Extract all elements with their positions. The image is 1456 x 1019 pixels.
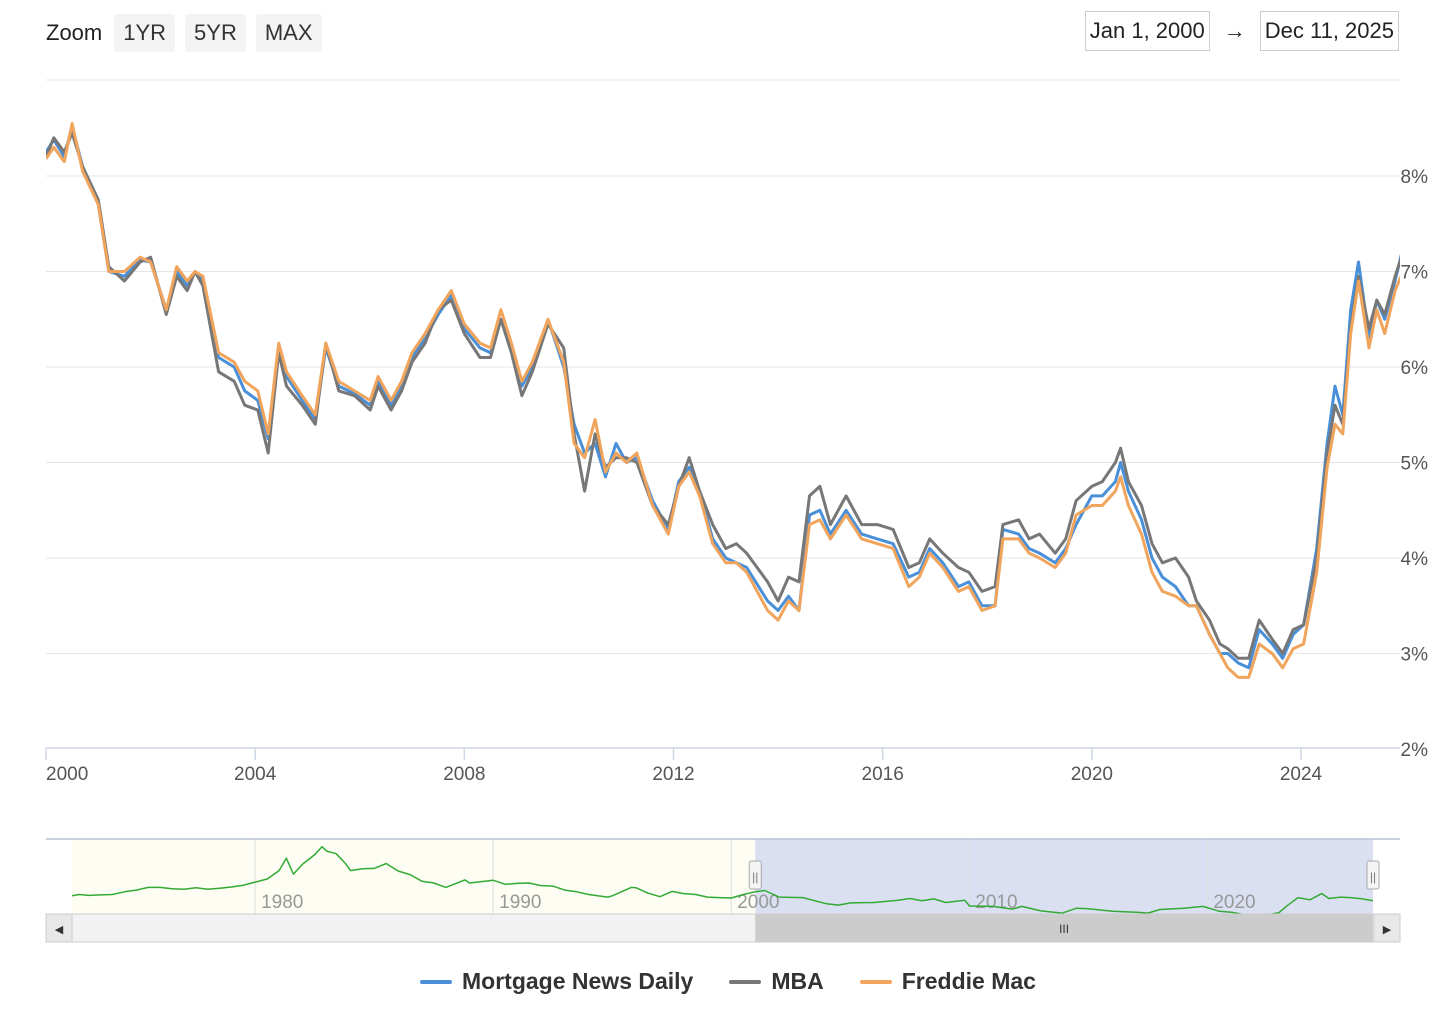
- x-tick-label: 2008: [443, 764, 485, 785]
- y-tick-label: 4%: [1401, 549, 1429, 570]
- y-tick-label: 5%: [1401, 454, 1429, 475]
- navigator-year-label: 2000: [737, 892, 779, 913]
- legend-label-mortgage-news-daily: Mortgage News Daily: [462, 968, 694, 994]
- navigator-left-handle[interactable]: [748, 860, 762, 890]
- navigator-handle-grip-icon: ||: [752, 870, 758, 884]
- series-line-freddie-mac: [46, 122, 1400, 679]
- y-tick-label: 7%: [1401, 263, 1429, 284]
- zoom-max-button[interactable]: MAX: [255, 14, 322, 52]
- range-from-input[interactable]: Jan 1, 2000: [1084, 11, 1210, 51]
- navigator-year-label: 1980: [261, 892, 303, 913]
- scrollbar-thumb[interactable]: [755, 914, 1373, 942]
- zoom-1yr-button[interactable]: 1YR: [114, 14, 176, 52]
- x-tick-label: 2004: [234, 764, 277, 785]
- x-tick-label: 2020: [1071, 764, 1113, 785]
- chart-legend: Mortgage News Daily MBA Freddie Mac: [0, 968, 1456, 995]
- y-tick-label: 8%: [1401, 167, 1429, 188]
- series-line-mortgage-news-daily: [46, 124, 1400, 670]
- x-tick-label: 2000: [46, 764, 88, 785]
- date-range-selector: Jan 1, 2000 → Dec 11, 2025: [1084, 11, 1399, 51]
- x-tick-label: 2016: [862, 764, 904, 785]
- legend-swatch-mba: [729, 979, 762, 984]
- legend-item-mba[interactable]: MBA: [729, 968, 824, 995]
- navigator-handle-grip-icon: ||: [1370, 870, 1376, 884]
- legend-label-mba: MBA: [771, 968, 824, 994]
- zoom-label: Zoom: [46, 20, 103, 45]
- legend-swatch-mortgage-news-daily: [420, 979, 453, 984]
- x-tick-label: 2024: [1280, 764, 1323, 785]
- scrollbar-grip-icon: III: [1059, 922, 1069, 936]
- legend-item-mortgage-news-daily[interactable]: Mortgage News Daily: [420, 968, 693, 995]
- navigator-selected-range[interactable]: [755, 839, 1373, 914]
- legend-label-freddie-mac: Freddie Mac: [901, 968, 1036, 994]
- scroll-right-arrow-icon: ▶: [1383, 923, 1392, 936]
- zoom-toolbar: Zoom 1YR 5YR MAX: [46, 12, 322, 54]
- zoom-5yr-button[interactable]: 5YR: [185, 14, 246, 52]
- navigator-year-label: 2010: [975, 892, 1017, 913]
- scroll-left-arrow-icon: ◀: [55, 923, 64, 936]
- navigator-year-label: 1990: [499, 892, 541, 913]
- range-arrow-icon: →: [1223, 18, 1246, 43]
- scrollbar-right-button[interactable]: [1373, 913, 1401, 943]
- navigator-right-handle[interactable]: [1366, 860, 1380, 890]
- y-tick-label: 6%: [1401, 358, 1429, 379]
- y-tick-label: 3%: [1401, 645, 1429, 666]
- range-to-input[interactable]: Dec 11, 2025: [1259, 11, 1399, 51]
- legend-item-freddie-mac[interactable]: Freddie Mac: [859, 968, 1036, 995]
- navigator-series-line: [71, 845, 1374, 917]
- y-tick-label: 2%: [1401, 740, 1429, 761]
- x-tick-label: 2012: [652, 764, 694, 785]
- scrollbar-left-button[interactable]: [45, 913, 73, 943]
- legend-swatch-freddie-mac: [859, 979, 892, 984]
- navigator-year-label: 2020: [1213, 892, 1255, 913]
